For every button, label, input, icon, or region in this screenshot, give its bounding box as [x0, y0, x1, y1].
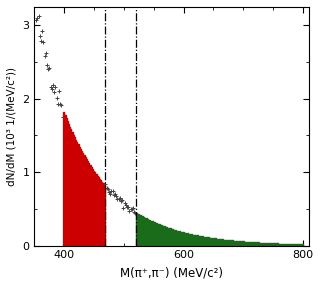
Y-axis label: dN/dM (10³ 1/(MeV/c²)): dN/dM (10³ 1/(MeV/c²)): [7, 67, 17, 186]
X-axis label: M(π⁺,π⁻) (MeV/c²): M(π⁺,π⁻) (MeV/c²): [120, 266, 223, 279]
